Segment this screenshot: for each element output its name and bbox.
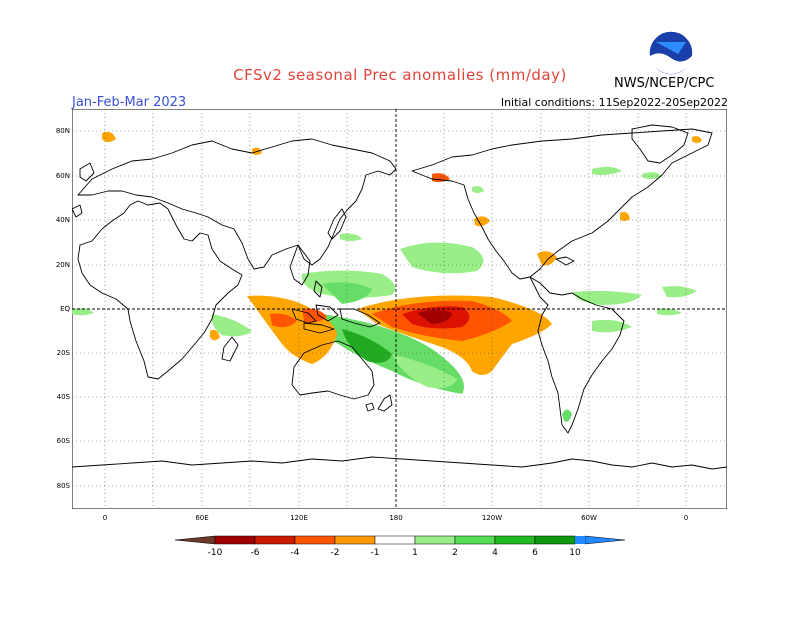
agency-label: NWS/NCEP/CPC: [614, 76, 715, 91]
initial-conditions: Initial conditions: 11Sep2022-20Sep2022: [500, 96, 728, 109]
lat-label-80n: 80N: [55, 127, 70, 135]
precipitation-anomaly-map: [71, 108, 728, 510]
lat-label-eq: EQ: [60, 305, 70, 313]
colorbar-svg: -10 -6 -4 -2 -1 1 2 4 6 10: [174, 535, 626, 558]
colorbar-tick: -6: [251, 548, 260, 558]
lat-label-20n: 20N: [55, 261, 70, 269]
lat-label-60n: 60N: [55, 172, 70, 180]
chart-title: CFSv2 seasonal Prec anomalies (mm/day): [233, 66, 567, 84]
colorbar-tick: 1: [412, 548, 418, 558]
colorbar-tick: 10: [569, 548, 581, 558]
colorbar-tick: -2: [331, 548, 340, 558]
lon-label-60w: 60W: [581, 514, 597, 522]
colorbar-legend: -10 -6 -4 -2 -1 1 2 4 6 10: [174, 533, 626, 563]
colorbar-tick: -10: [208, 548, 223, 558]
lat-label-20s: 20S: [56, 349, 70, 357]
colorbar-tick: -1: [371, 548, 380, 558]
noaa-logo: [648, 30, 694, 76]
dry-anomalies: [102, 131, 702, 375]
lon-label-120e: 120E: [290, 514, 308, 522]
colorbar-tick: 6: [532, 548, 538, 558]
season-label: Jan-Feb-Mar 2023: [72, 95, 187, 110]
lon-label-120w: 120W: [481, 514, 503, 522]
equator-dateline: [72, 109, 727, 509]
colorbar-tick: 2: [452, 548, 458, 558]
lon-label-0-east: 0: [683, 514, 689, 522]
map-canvas: [71, 108, 728, 510]
colorbar-tick: 4: [492, 548, 498, 558]
lat-label-60s: 60S: [56, 437, 70, 445]
lon-label-60e: 60E: [195, 514, 209, 522]
lon-label-0: 0: [102, 514, 108, 522]
lat-label-40s: 40S: [56, 393, 70, 401]
colorbar-tick: -4: [291, 548, 300, 558]
lat-label-80s: 80S: [56, 482, 70, 490]
coastlines: [71, 124, 728, 470]
lon-label-180: 180: [389, 514, 403, 522]
lat-label-40n: 40N: [55, 216, 70, 224]
